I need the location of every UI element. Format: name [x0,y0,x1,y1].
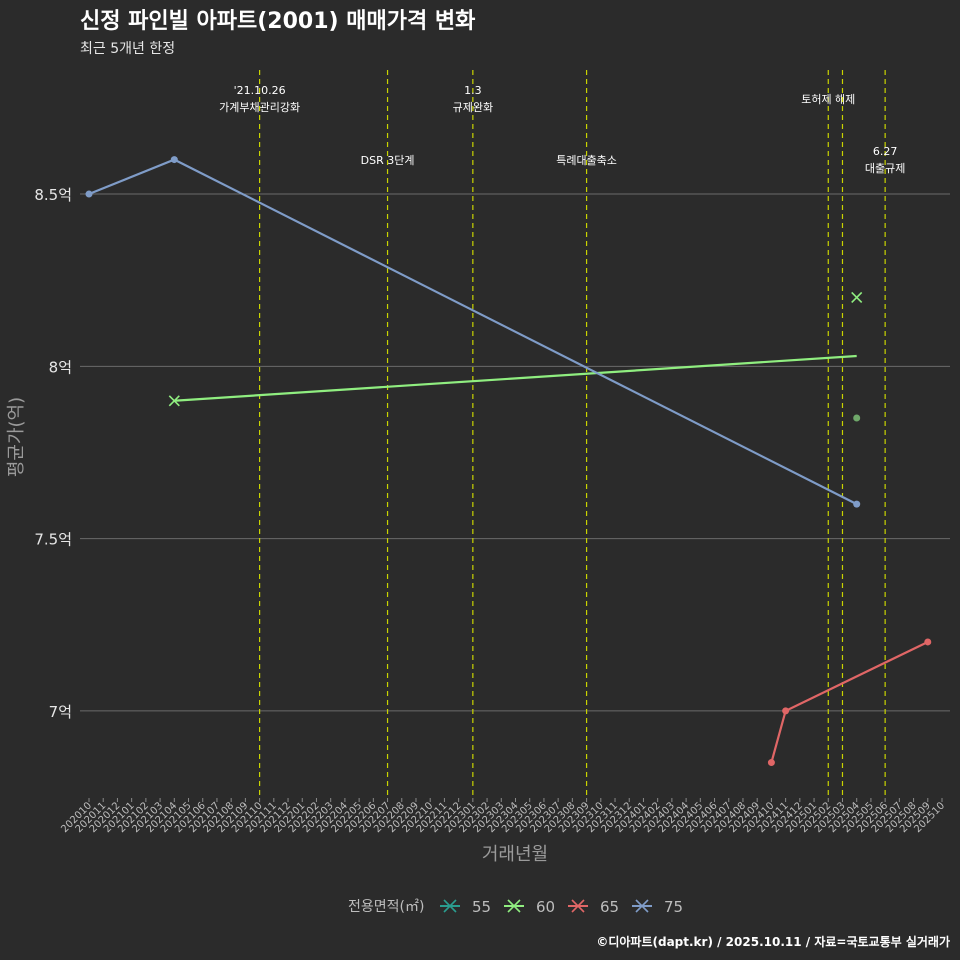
legend-item-65: 65 [568,898,619,916]
event-label: DSR 3단계 [361,154,415,167]
series-75-point [85,190,93,198]
series-65-line [770,640,929,763]
x-axis-title: 거래년월 [482,844,548,865]
series-60-trend [174,354,857,402]
caption: ©디아파트(dapt.kr) / 2025.10.11 / 자료=국토교통부 실… [596,934,950,949]
y-tick-label: 8.5억 [34,186,72,204]
x-axis: 2020102020112020122021012021022021032021… [59,798,947,835]
event-label: '21.10.26 [234,84,286,97]
chart-title: 신정 파인빌 아파트(2001) 매매가격 변화 [80,9,475,34]
legend-item-60: 60 [504,898,555,916]
event-label: 특례대출축소 [556,154,617,167]
series-75-point [170,156,178,164]
y-axis-title: 평균가(억) [6,397,27,477]
series-65-point [782,707,790,715]
legend-title: 전용면적(㎡) [348,899,424,915]
event-label: 1.3 [464,84,482,97]
y-tick-label: 7억 [49,703,72,721]
legend-item-75: 75 [632,898,683,916]
series-75-point [853,500,861,508]
legend-label: 65 [600,898,619,916]
legend-item-55: 55 [440,898,491,916]
y-tick-label: 7.5억 [34,531,72,549]
event-label: 규제완화 [453,101,493,114]
grid-layer: 7억 7.5억 8억 8.5억 [34,186,950,721]
series-65-point [924,638,932,646]
event-label: 6.27 [873,145,898,158]
legend-label: 55 [472,898,491,916]
series-60-point [853,414,861,422]
legend: 전용면적(㎡) 55 60 65 75 [348,898,683,916]
legend-label: 75 [664,898,683,916]
series-60-point [851,291,863,303]
legend-label: 60 [536,898,555,916]
series-60-point [168,395,180,407]
chart-subtitle: 최근 5개년 한정 [80,41,175,57]
event-label: 토허제 해제 [801,92,855,106]
event-label: 대출규제 [865,162,905,175]
series-65-point [767,759,775,767]
y-tick-label: 8억 [49,358,72,376]
series-layer [85,156,932,767]
event-label: 가계부채관리강화 [219,101,300,114]
